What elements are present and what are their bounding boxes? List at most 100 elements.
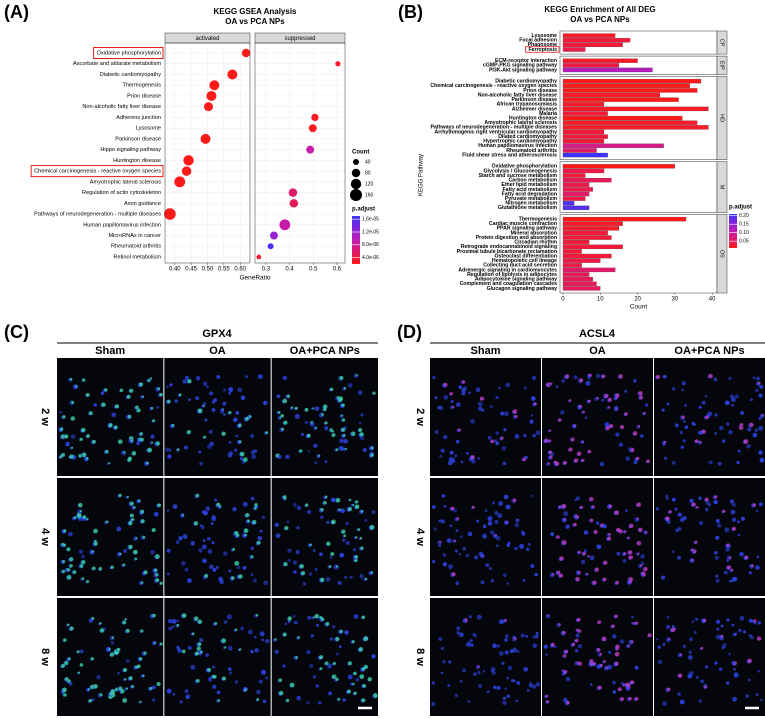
stain-signal [646, 459, 651, 464]
stain-title: GPX4 [202, 328, 232, 340]
stain-signal [319, 615, 323, 620]
stain-signal [86, 457, 89, 460]
stain-signal [142, 535, 146, 539]
nucleus [454, 549, 459, 553]
facet-label: suppressed [284, 36, 315, 42]
stain-signal [504, 619, 507, 622]
stain-signal [562, 630, 566, 635]
x-tick-label: 0.3 [262, 267, 271, 273]
nucleus [302, 582, 306, 586]
nucleus [352, 548, 357, 552]
nucleus [88, 618, 94, 623]
stain-signal [615, 580, 619, 585]
category-label: ECM-receptor interaction [495, 58, 557, 64]
nucleus [487, 435, 492, 440]
stain-signal [109, 692, 113, 696]
stain-signal [315, 426, 318, 429]
nucleus [449, 450, 454, 455]
category-label: Oxidative phosphorylation [97, 50, 161, 56]
nucleus [506, 582, 510, 585]
stain-signal [506, 520, 509, 524]
micrograph [654, 478, 765, 596]
nucleus [176, 645, 180, 650]
stain-signal [548, 429, 552, 432]
nucleus [500, 411, 505, 416]
stain-signal [118, 686, 123, 691]
nucleus [59, 410, 62, 414]
nucleus [250, 573, 254, 577]
category-label: Oxidative phosphorylation [492, 164, 557, 170]
row-label: 2 w [39, 408, 51, 426]
micrograph [164, 358, 271, 476]
nucleus [336, 652, 339, 656]
stain-signal [668, 510, 672, 514]
nucleus [167, 619, 173, 624]
bar [562, 139, 605, 144]
nucleus [228, 645, 233, 651]
nucleus [211, 541, 215, 545]
nucleus [671, 387, 676, 391]
nucleus [304, 420, 309, 425]
stain-signal [286, 394, 291, 398]
category-label: Hippo signaling pathway [100, 147, 161, 153]
stain-signal [341, 414, 344, 417]
stain-signal [639, 395, 644, 400]
stain-signal [136, 664, 141, 669]
nucleus [498, 651, 504, 656]
micrograph [542, 358, 653, 476]
category-label: Adrenergic signaling in cardiomyocytes [458, 267, 557, 273]
stain-signal [324, 661, 329, 666]
nucleus [320, 515, 324, 519]
nucleus [752, 376, 756, 380]
nucleus [504, 638, 508, 642]
nucleus [524, 455, 528, 459]
bar [562, 79, 702, 84]
stain-signal [705, 415, 709, 420]
stain-signal [238, 440, 242, 443]
stain-signal [135, 405, 139, 410]
nucleus [264, 676, 269, 680]
stain-signal [608, 504, 613, 508]
bar [562, 173, 586, 178]
facet-label: activated [195, 36, 219, 42]
nucleus [235, 411, 240, 415]
stain-signal [256, 540, 261, 545]
nucleus [695, 676, 699, 679]
stain-signal [370, 446, 374, 450]
nucleus [439, 454, 443, 458]
stain-signal [335, 636, 340, 642]
stain-signal [361, 698, 366, 703]
stain-signal [335, 448, 339, 451]
stain-signal [82, 378, 86, 382]
x-tick-label: 0.45 [185, 267, 197, 273]
stain-signal [630, 640, 634, 644]
nucleus [502, 700, 507, 705]
stain-signal [558, 623, 561, 626]
stain-signal [128, 544, 133, 550]
nucleus [187, 646, 192, 650]
chart-title: KEGG GSEA Analysis [214, 7, 298, 16]
nucleus [482, 670, 485, 673]
nucleus [502, 696, 507, 700]
stain-signal [85, 392, 90, 397]
stain-signal [590, 518, 594, 522]
stain-signal [122, 563, 126, 567]
stain-signal [641, 571, 645, 575]
nucleus [443, 434, 448, 440]
category-label: Lysosome [532, 33, 558, 39]
nucleus [443, 504, 447, 508]
stain-signal [632, 431, 638, 436]
stain-signal [81, 577, 85, 580]
nucleus [530, 494, 534, 498]
nucleus [308, 572, 313, 576]
nucleus [684, 404, 687, 407]
nucleus [492, 671, 496, 675]
stain-signal [720, 634, 724, 638]
nucleus [716, 523, 722, 528]
panel-label: (C) [4, 322, 29, 342]
nucleus [331, 497, 336, 503]
stain-signal [247, 519, 251, 523]
micrograph [542, 598, 653, 716]
nucleus [195, 396, 200, 401]
nucleus [655, 506, 660, 511]
